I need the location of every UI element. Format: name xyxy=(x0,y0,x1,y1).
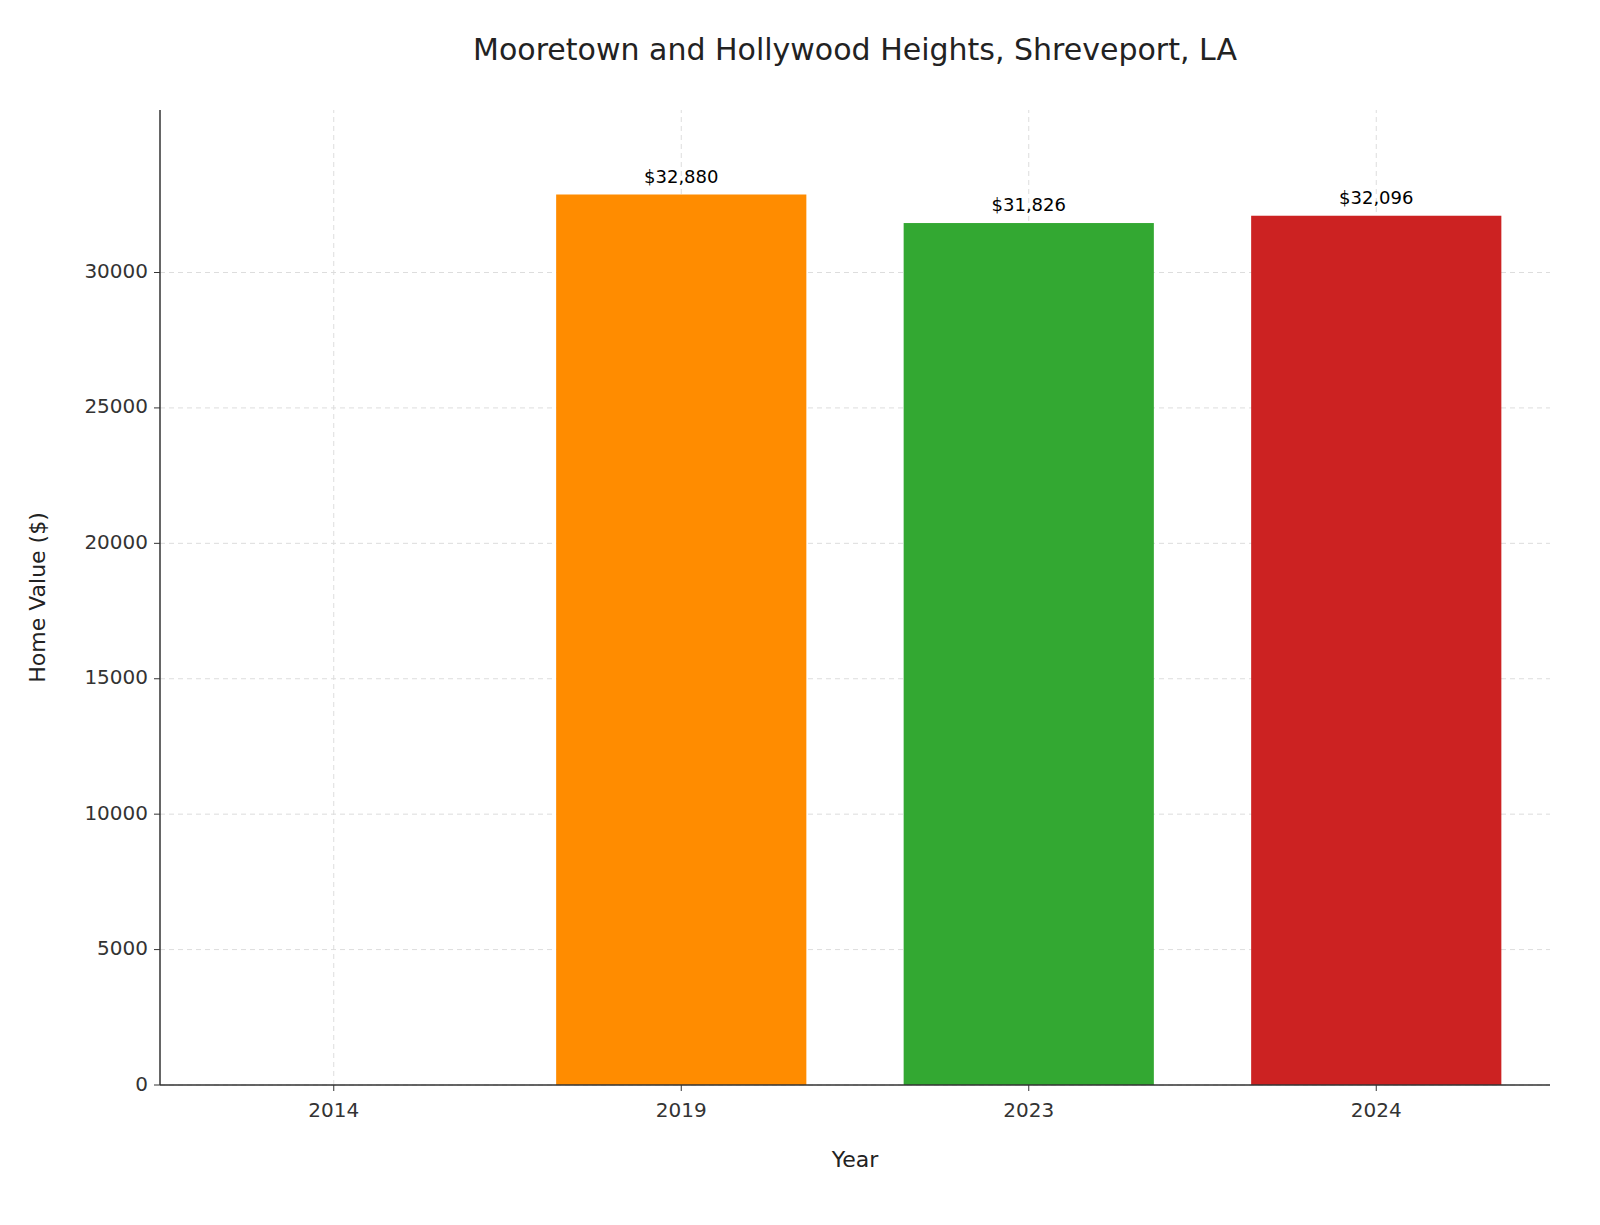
y-tick xyxy=(154,1085,160,1086)
data-label: $32,880 xyxy=(644,166,718,187)
background xyxy=(0,0,1600,1225)
y-tick-label: 20000 xyxy=(84,530,148,554)
y-tick-label: 10000 xyxy=(84,801,148,825)
y-tick xyxy=(154,814,160,815)
chart-container: Mooretown and Hollywood Heights, Shrevep… xyxy=(0,0,1600,1225)
y-grid-line xyxy=(160,1085,1550,1086)
y-tick-label: 5000 xyxy=(97,936,148,960)
y-axis-line xyxy=(159,110,161,1085)
x-tick-label: 2019 xyxy=(656,1098,707,1122)
x-grid-line xyxy=(333,110,334,1085)
y-tick xyxy=(154,407,160,408)
x-tick-label: 2023 xyxy=(1003,1098,1054,1122)
title: Mooretown and Hollywood Heights, Shrevep… xyxy=(473,32,1237,67)
data-label: $32,096 xyxy=(1339,187,1413,208)
x-tick xyxy=(1376,1085,1377,1091)
y-tick-label: 15000 xyxy=(84,665,148,689)
y-tick xyxy=(154,272,160,273)
axes: 0 5000 10000 15000 20000 25000 30000 2014 2019 20… xyxy=(84,110,1550,1122)
x-tick-label: 2024 xyxy=(1351,1098,1402,1122)
chart-svg: Mooretown and Hollywood Heights, Shrevep… xyxy=(0,0,1600,1225)
x-tick xyxy=(681,1085,682,1091)
x-tick-label: 2014 xyxy=(308,1098,359,1122)
y-tick-label: 30000 xyxy=(84,259,148,283)
bar xyxy=(556,195,806,1086)
grid xyxy=(160,110,1550,1085)
x-axis-label: Year xyxy=(831,1147,880,1172)
y-tick-label: 0 xyxy=(135,1072,148,1096)
bar xyxy=(1251,216,1501,1085)
y-tick xyxy=(154,543,160,544)
x-tick xyxy=(1028,1085,1029,1091)
bars xyxy=(556,195,1501,1086)
data-labels: $32,880 $31,826 $32,096 xyxy=(644,166,1413,216)
x-tick xyxy=(333,1085,334,1091)
data-label: $31,826 xyxy=(992,194,1066,215)
y-tick xyxy=(154,678,160,679)
bar xyxy=(904,223,1154,1085)
y-tick-label: 25000 xyxy=(84,394,148,418)
y-tick xyxy=(154,949,160,950)
y-axis-label: Home Value ($) xyxy=(25,512,50,683)
x-axis-line xyxy=(160,1084,1550,1086)
